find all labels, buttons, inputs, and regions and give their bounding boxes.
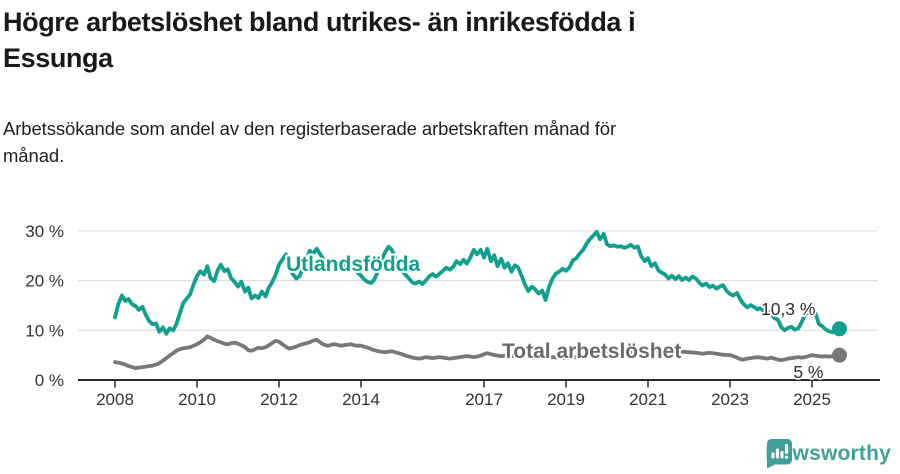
x-tick-label: 2025 [793, 390, 831, 409]
x-tick-label: 2019 [547, 390, 585, 409]
x-axis-labels: 2008 2010 2012 2014 2017 2019 2021 2023 2025 [96, 390, 831, 409]
chart-title: Högre arbetslöshet bland utrikes- än inr… [3, 4, 853, 76]
logo-bar-1 [771, 452, 775, 459]
chart-subtitle: Arbetssökande som andel av den registerb… [3, 115, 853, 169]
end-value-label-utlandsfodda: 10,3 % [761, 299, 815, 319]
chart-title-line-1: Högre arbetslöshet bland utrikes- än inr… [3, 7, 636, 37]
y-tick-label: 0 % [35, 371, 64, 390]
x-axis [78, 379, 880, 388]
brand-name: Newsworthy [765, 442, 891, 465]
x-tick-label: 2010 [178, 390, 216, 409]
chart-title-line-2: Essunga [3, 43, 113, 73]
end-point-dot-utlandsfodda [831, 321, 847, 337]
logo-exclamation-dot [785, 455, 789, 459]
logo-bar-2 [776, 448, 780, 459]
series-line-utlandsfodda [113, 229, 842, 336]
logo-exclamation-line [785, 444, 789, 454]
data-series [113, 229, 842, 371]
x-tick-label: 2023 [711, 390, 749, 409]
newsworthy-bar-chart-exclamation-icon [767, 439, 793, 469]
newsworthy-branding: Newsworthy [765, 438, 891, 470]
end-value-label-total: 5 % [793, 362, 823, 382]
y-tick-label: 30 % [25, 222, 64, 241]
y-axis-labels: 0 % 10 % 20 % 30 % [25, 222, 64, 390]
y-tick-label: 20 % [25, 272, 64, 291]
x-tick-label: 2021 [629, 390, 667, 409]
y-tick-label: 10 % [25, 321, 64, 340]
logo-bar-3 [780, 451, 784, 459]
series-label-utlandsfodda: Utlandsfödda [286, 253, 420, 276]
end-point-dot-total [831, 347, 847, 363]
x-tick-label: 2012 [260, 390, 298, 409]
gridlines [78, 230, 878, 331]
x-tick-label: 2008 [96, 390, 134, 409]
chart-subtitle-line-1: Arbetssökande som andel av den registerb… [3, 118, 617, 139]
chart-header: Högre arbetslöshet bland utrikes- än inr… [3, 4, 853, 169]
chart-subtitle-line-2: månad. [3, 145, 65, 166]
series-label-total-arbetsloshet: Total arbetslöshet [502, 340, 681, 363]
x-tick-label: 2014 [342, 390, 380, 409]
logo-bubble-shape [767, 439, 793, 469]
end-point-markers [831, 321, 847, 363]
series-line-total [113, 334, 842, 371]
x-tick-label: 2017 [465, 390, 503, 409]
